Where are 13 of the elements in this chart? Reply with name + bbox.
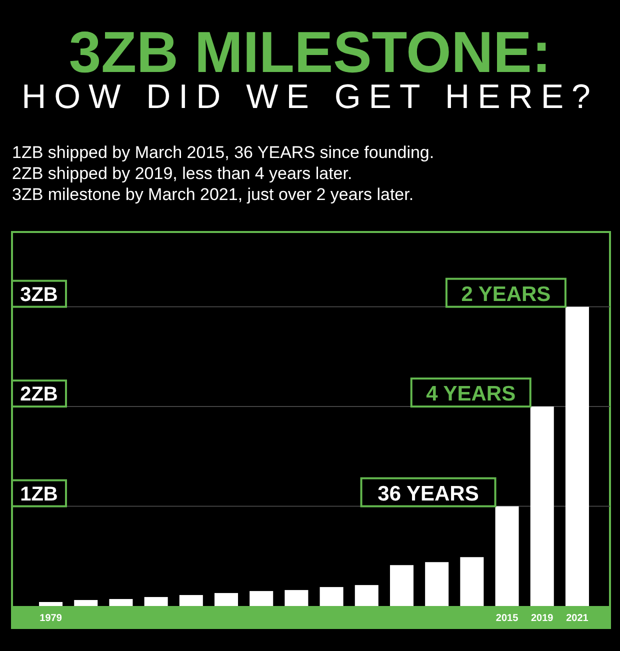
text: 3ZB milestone by March 2021, just over 2 years later. [12,185,414,204]
y-tick-label: 3ZB [20,284,58,306]
annotation: 2 YEARS [461,282,551,306]
y-tick-label: 1ZB [20,483,58,506]
x-tick-label: 2019 [531,613,554,624]
annotation: 4 YEARS [426,382,516,406]
text: 1ZB shipped by March 2015, 36 YEARS since founding. [12,143,434,162]
annotation: 36 YEARS [378,482,479,506]
x-tick-label: 2015 [496,613,519,624]
y-tick-label: 2ZB [20,384,58,406]
x-tick-label: 2021 [566,613,589,624]
x-tick-label: 1979 [40,613,62,624]
text: 2ZB shipped by 2019, less than 4 years later. [12,164,352,183]
